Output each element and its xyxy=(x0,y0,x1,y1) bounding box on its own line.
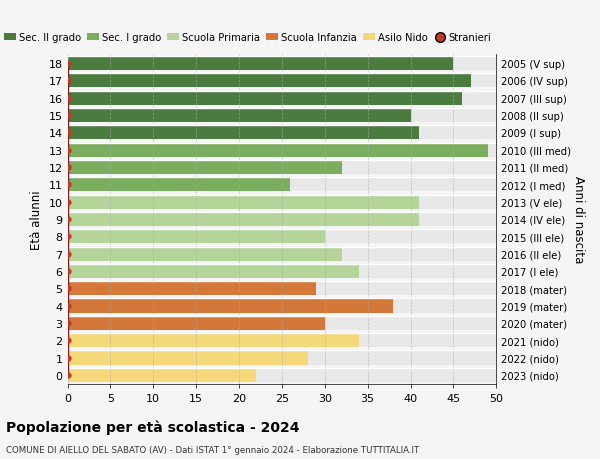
Bar xyxy=(68,247,342,261)
Bar xyxy=(68,351,496,365)
Bar xyxy=(68,299,496,313)
Bar xyxy=(68,143,496,157)
Text: Popolazione per età scolastica - 2024: Popolazione per età scolastica - 2024 xyxy=(6,419,299,434)
Bar xyxy=(68,264,359,279)
Legend: Sec. II grado, Sec. I grado, Scuola Primaria, Scuola Infanzia, Asilo Nido, Stran: Sec. II grado, Sec. I grado, Scuola Prim… xyxy=(0,29,496,47)
Bar xyxy=(68,178,496,192)
Bar xyxy=(68,109,410,123)
Bar xyxy=(68,368,496,382)
Bar xyxy=(68,333,496,347)
Bar xyxy=(68,126,419,140)
Bar xyxy=(68,91,496,106)
Bar xyxy=(68,351,308,365)
Bar xyxy=(68,316,496,330)
Y-axis label: Età alunni: Età alunni xyxy=(30,190,43,249)
Bar xyxy=(68,161,496,175)
Bar xyxy=(68,178,290,192)
Bar xyxy=(68,143,488,157)
Bar xyxy=(68,57,454,71)
Bar xyxy=(68,316,325,330)
Bar xyxy=(68,109,496,123)
Bar xyxy=(68,57,496,71)
Bar xyxy=(68,247,496,261)
Bar xyxy=(68,195,496,209)
Bar xyxy=(68,126,496,140)
Bar xyxy=(68,230,496,244)
Bar xyxy=(68,281,316,296)
Bar xyxy=(68,299,394,313)
Bar xyxy=(68,333,359,347)
Bar xyxy=(68,161,342,175)
Bar xyxy=(68,195,419,209)
Text: COMUNE DI AIELLO DEL SABATO (AV) - Dati ISTAT 1° gennaio 2024 - Elaborazione TUT: COMUNE DI AIELLO DEL SABATO (AV) - Dati … xyxy=(6,445,419,454)
Y-axis label: Anni di nascita: Anni di nascita xyxy=(572,176,585,263)
Bar xyxy=(68,74,496,88)
Bar xyxy=(68,91,462,106)
Bar xyxy=(68,213,496,227)
Bar xyxy=(68,264,496,279)
Bar xyxy=(68,74,470,88)
Bar xyxy=(68,281,496,296)
Bar xyxy=(68,368,256,382)
Bar xyxy=(68,230,325,244)
Bar xyxy=(68,213,419,227)
